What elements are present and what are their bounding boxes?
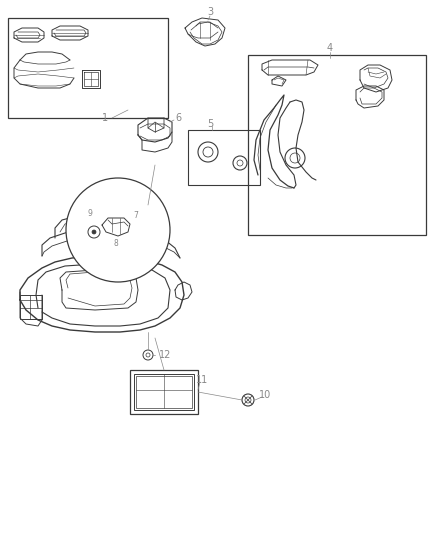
Bar [8,18,168,118]
Bar [188,130,260,185]
Circle shape [66,178,170,282]
Bar [134,374,194,410]
Text: 12: 12 [159,350,171,360]
Bar [130,370,198,414]
Text: 1: 1 [102,113,108,123]
Text: 10: 10 [259,390,271,400]
Text: 4: 4 [327,43,333,53]
Text: 9: 9 [88,209,92,219]
Circle shape [92,230,96,234]
Text: 11: 11 [196,375,208,385]
Text: 6: 6 [175,113,181,123]
Bar [136,376,192,408]
Text: 7: 7 [134,212,138,221]
Text: 5: 5 [207,119,213,129]
Text: 8: 8 [113,239,118,248]
Bar [248,55,426,235]
Text: 3: 3 [207,7,213,17]
Bar [20,295,42,319]
